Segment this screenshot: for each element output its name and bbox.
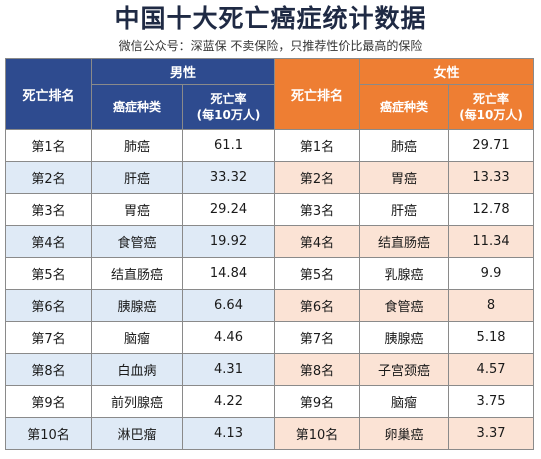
male-rate-cell: 4.22 [181, 385, 276, 418]
female-rate-cell: 11.34 [448, 225, 535, 258]
male-rank-cell: 第1名 [5, 129, 92, 162]
male-rate-cell: 19.92 [181, 225, 276, 258]
female-rank-cell: 第2名 [274, 161, 361, 194]
female-cancer-cell: 肝癌 [359, 193, 450, 226]
male-rank-cell: 第6名 [5, 289, 92, 322]
female-cancer-cell: 乳腺癌 [359, 257, 450, 290]
male-rank-cell: 第10名 [5, 417, 92, 450]
female-rate-cell: 3.37 [448, 417, 535, 450]
table-row: 第3名 胃癌 29.24 第3名 肝癌 12.78 [5, 193, 535, 226]
table-row: 第1名 肺癌 61.1 第1名 肺癌 29.71 [5, 129, 535, 162]
female-rate-cell: 9.9 [448, 257, 535, 290]
table-row: 第4名 食管癌 19.92 第4名 结直肠癌 11.34 [5, 225, 535, 258]
male-rank-cell: 第5名 [5, 257, 92, 290]
header-row-groups: 死亡排名 男性 死亡排名 女性 [5, 58, 535, 130]
male-rate-cell: 6.64 [181, 289, 276, 322]
male-cancer-cell: 肺癌 [91, 129, 183, 162]
female-rate-cell: 4.57 [448, 353, 535, 386]
female-rank-cell: 第6名 [274, 289, 361, 322]
female-rate-header-line2: (每10万人) [459, 108, 523, 122]
male-rate-cell: 29.24 [181, 193, 276, 226]
female-rank-cell: 第10名 [274, 417, 361, 450]
male-rank-header: 死亡排名 [5, 58, 92, 130]
female-rank-cell: 第9名 [274, 385, 361, 418]
table-row: 第2名 肝癌 33.32 第2名 胃癌 13.33 [5, 161, 535, 194]
male-rate-header: 死亡率 (每10万人) [181, 84, 276, 130]
female-rank-cell: 第7名 [274, 321, 361, 354]
female-cancer-cell: 结直肠癌 [359, 225, 450, 258]
female-rate-header-line1: 死亡率 [473, 92, 510, 106]
page-subtitle: 微信公众号：深蓝保 不卖保险，只推荐性价比最高的保险 [118, 39, 423, 53]
male-rate-header-line1: 死亡率 [210, 92, 247, 106]
male-rate-cell: 14.84 [181, 257, 276, 290]
table-row: 第5名 结直肠癌 14.84 第5名 乳腺癌 9.9 [5, 257, 535, 290]
male-cancer-cell: 前列腺癌 [91, 385, 183, 418]
male-rate-header-line2: (每10万人) [196, 108, 261, 122]
table-row: 第10名 淋巴瘤 4.13 第10名 卵巢癌 3.37 [5, 417, 535, 450]
female-rank-cell: 第5名 [274, 257, 361, 290]
male-cancer-type-header: 癌症种类 [91, 84, 183, 130]
female-cancer-cell: 肺癌 [359, 129, 450, 162]
female-rank-cell: 第4名 [274, 225, 361, 258]
female-rank-header: 死亡排名 [274, 58, 361, 130]
header-row-columns: 癌症种类 死亡率 (每10万人) 癌症种类 死亡率 (每10万人) [6, 84, 535, 130]
male-cancer-cell: 结直肠癌 [91, 257, 183, 290]
page-title: 中国十大死亡癌症统计数据 [114, 4, 427, 33]
female-rank-cell: 第8名 [274, 353, 361, 386]
female-rate-cell: 3.75 [448, 385, 535, 418]
male-rate-cell: 61.1 [181, 129, 276, 162]
male-rate-cell: 33.32 [181, 161, 276, 194]
female-cancer-cell: 子宫颈癌 [359, 353, 450, 386]
table-row: 第9名 前列腺癌 4.22 第9名 脑瘤 3.75 [5, 385, 535, 418]
female-cancer-type-header: 癌症种类 [359, 84, 450, 130]
female-group-header: 女性 [359, 58, 535, 85]
male-cancer-cell: 脑瘤 [91, 321, 183, 354]
female-cancer-cell: 食管癌 [359, 289, 450, 322]
table-row: 第7名 脑瘤 4.46 第7名 胰腺癌 5.18 [5, 321, 535, 354]
male-group-header: 男性 [90, 58, 276, 85]
table-row: 第6名 胰腺癌 6.64 第6名 食管癌 8 [5, 289, 535, 322]
male-rate-cell: 4.46 [181, 321, 276, 354]
male-rank-cell: 第4名 [5, 225, 92, 258]
male-cancer-cell: 食管癌 [91, 225, 183, 258]
female-rate-cell: 13.33 [448, 161, 535, 194]
female-cancer-cell: 卵巢癌 [359, 417, 450, 450]
female-rank-cell: 第3名 [274, 193, 361, 226]
male-rank-cell: 第9名 [5, 385, 92, 418]
female-cancer-cell: 脑瘤 [359, 385, 450, 418]
female-rate-cell: 5.18 [448, 321, 535, 354]
male-cancer-cell: 肝癌 [91, 161, 183, 194]
male-cancer-cell: 胃癌 [91, 193, 183, 226]
female-rate-cell: 12.78 [448, 193, 535, 226]
female-rate-cell: 8 [448, 289, 535, 322]
male-cancer-cell: 白血病 [91, 353, 183, 386]
male-rank-cell: 第2名 [5, 161, 92, 194]
cancer-death-table: 死亡排名 男性 死亡排名 女性 癌症种类 死亡率 (每10万人) 癌症种类 死亡率… [5, 58, 535, 450]
male-rate-cell: 4.13 [181, 417, 276, 450]
male-rank-cell: 第8名 [5, 353, 92, 386]
male-cancer-cell: 淋巴瘤 [91, 417, 183, 450]
female-rate-header: 死亡率 (每10万人) [448, 84, 535, 130]
female-cancer-cell: 胰腺癌 [359, 321, 450, 354]
male-rank-cell: 第7名 [5, 321, 92, 354]
female-cancer-cell: 胃癌 [359, 161, 450, 194]
female-rate-cell: 29.71 [448, 129, 535, 162]
male-rate-cell: 4.31 [181, 353, 276, 386]
table-row: 第8名 白血病 4.31 第8名 子宫颈癌 4.57 [5, 353, 535, 386]
female-rank-cell: 第1名 [274, 129, 361, 162]
male-rank-cell: 第3名 [5, 193, 92, 226]
male-cancer-cell: 胰腺癌 [91, 289, 183, 322]
